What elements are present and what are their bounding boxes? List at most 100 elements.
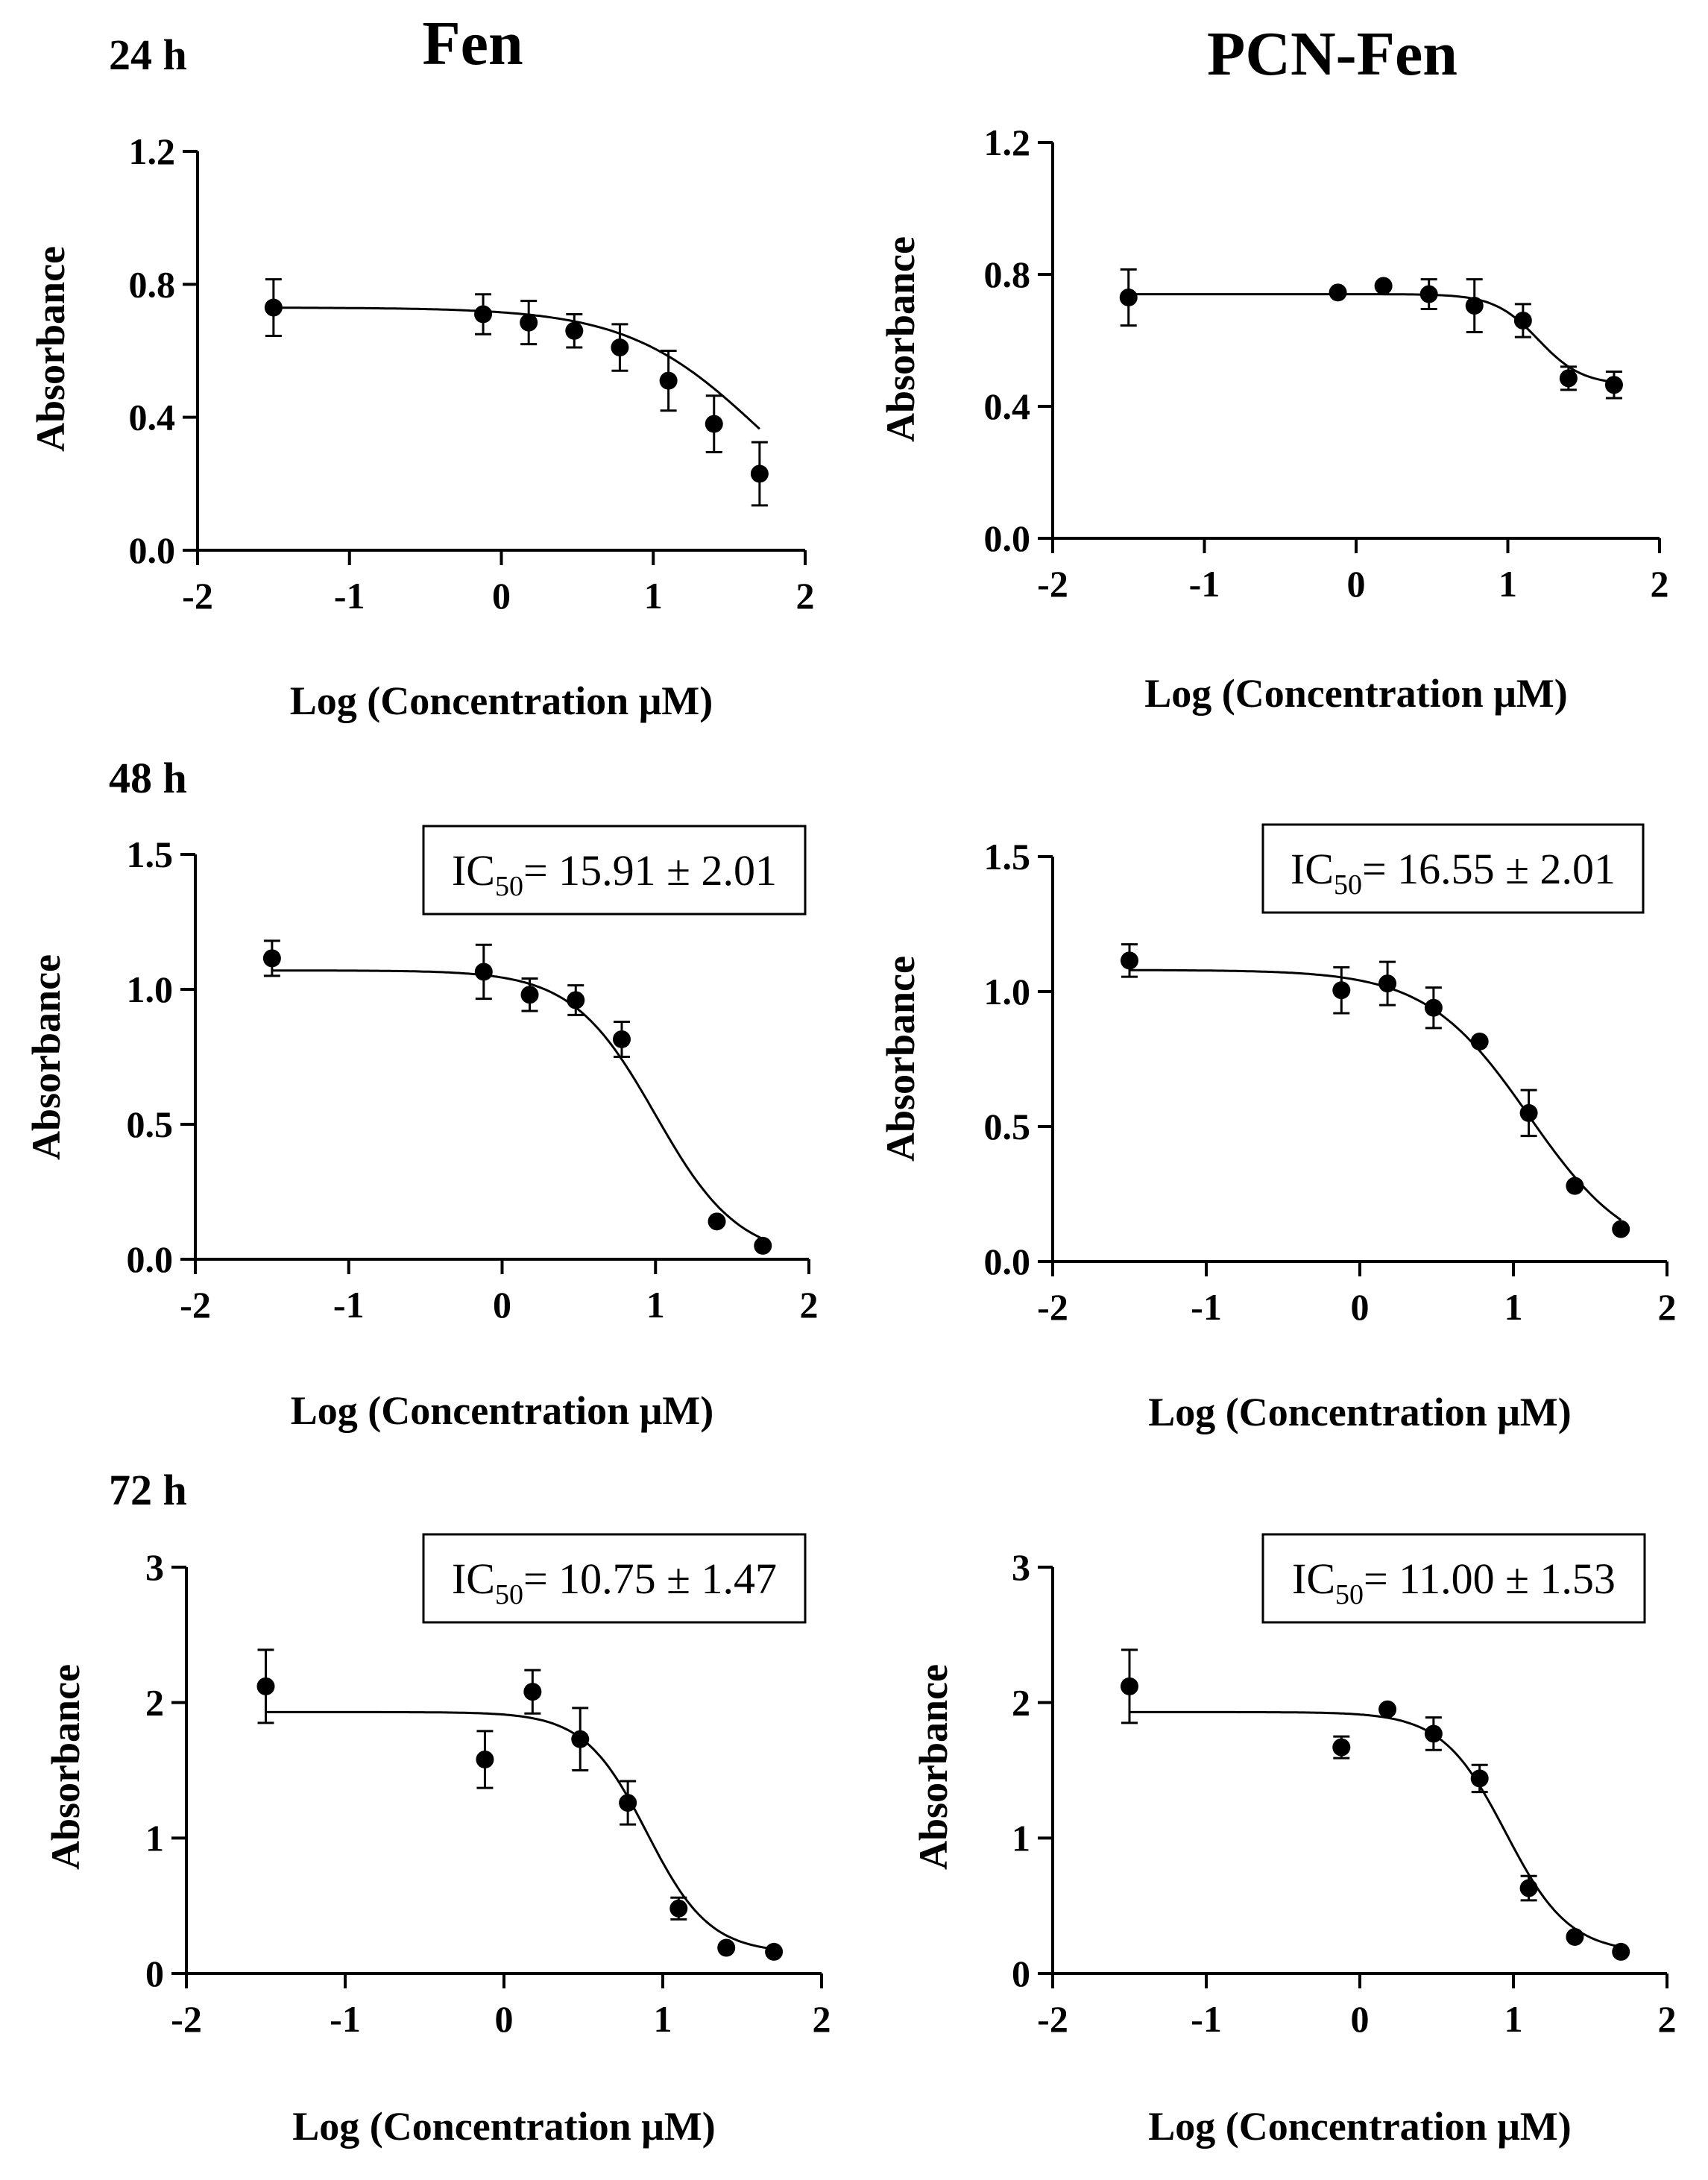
data-point [565, 321, 584, 340]
data-point [659, 371, 678, 390]
x-tick-label: 0 [493, 1284, 511, 1326]
chart-panel-2: 0.0 0.4 0.8 1.2 -2 -1 0 1 2 Absorbance Log (Concen… [878, 122, 1669, 716]
x-tick-label: -1 [330, 1998, 361, 2040]
data-point [1470, 1032, 1489, 1050]
x-tick-label: 0 [492, 575, 511, 617]
data-point [476, 1750, 494, 1768]
y-tick-label: 2 [1012, 1682, 1030, 1724]
data-point [717, 1938, 736, 1957]
data-point [1332, 1738, 1351, 1757]
data-point [1612, 1942, 1630, 1961]
x-axis-title: Log (Concentration μM) [292, 2104, 716, 2149]
data-point [1121, 1677, 1138, 1695]
data-point [474, 963, 493, 981]
data-point [1519, 1879, 1538, 1897]
x-tick-label: 1 [646, 1284, 665, 1326]
data-point [1378, 974, 1397, 993]
x-tick-label: 2 [1658, 1998, 1677, 2040]
chart-panel-4: 0.0 0.5 1.0 1.5 -2 -1 0 1 2 Absorbance Log (Concen… [878, 823, 1677, 1434]
fit-curve [1129, 968, 1622, 1221]
data-point [754, 1236, 772, 1255]
data-point [571, 1730, 590, 1748]
data-point [1119, 288, 1138, 306]
data-point [256, 1677, 275, 1695]
data-point [264, 298, 283, 317]
x-tick-label: 2 [796, 575, 815, 617]
data-point [669, 1899, 688, 1918]
x-tick-label: 0 [1347, 563, 1366, 605]
y-tick-label: 0.5 [127, 1103, 174, 1145]
x-axis-title: Log (Concentration μM) [1148, 2104, 1572, 2149]
x-tick-label: -1 [1191, 1286, 1222, 1328]
x-tick-label: 2 [1651, 563, 1669, 605]
y-axis-title: Absorbance [878, 236, 923, 442]
y-tick-label: 0.4 [984, 385, 1031, 427]
x-tick-label: 1 [1504, 1286, 1523, 1328]
column-title-fen: Fen [422, 9, 523, 78]
y-tick-label: 3 [1012, 1546, 1030, 1588]
row-label-72h: 72 h [109, 1466, 187, 1514]
data-point [1419, 285, 1438, 303]
y-tick-label: 2 [145, 1682, 164, 1724]
data-point [474, 305, 493, 324]
x-tick-label: -1 [1191, 1998, 1222, 2040]
x-tick-label: 1 [654, 1998, 672, 2040]
ic50-label: IC50= 15.91 ± 2.01 [452, 846, 777, 902]
x-tick-label: -2 [171, 1998, 202, 2040]
fit-curve [1128, 293, 1615, 383]
data-point [1332, 981, 1351, 1000]
data-point [523, 1683, 542, 1701]
x-axis-title: Log (Concentration μM) [1144, 671, 1568, 716]
data-point [1559, 369, 1578, 388]
y-tick-label: 1.5 [127, 834, 174, 875]
data-point [708, 1212, 726, 1231]
data-point [619, 1794, 637, 1812]
x-tick-label: -1 [333, 1284, 365, 1326]
y-tick-label: 1.2 [129, 130, 176, 172]
x-tick-label: -2 [1037, 1998, 1068, 2040]
y-tick-label: 0.8 [984, 253, 1031, 295]
fit-curve [271, 969, 763, 1241]
x-tick-label: 2 [1658, 1286, 1677, 1328]
data-point [1424, 1724, 1443, 1743]
x-tick-label: -1 [1189, 563, 1220, 605]
data-point [262, 949, 281, 968]
data-point [1121, 951, 1138, 970]
chart-panel-5: 0 1 2 3 -2 -1 0 1 2 Absorbance Log (Concentration … [43, 1533, 831, 2149]
data-point [1378, 1700, 1397, 1719]
y-tick-label: 1.0 [127, 968, 174, 1010]
data-point [1470, 1769, 1489, 1788]
x-axis-title: Log (Concentration μM) [1148, 1390, 1572, 1434]
x-tick-label: 0 [495, 1998, 514, 2040]
x-tick-label: -2 [182, 575, 213, 617]
y-tick-label: 0 [1012, 1953, 1030, 1994]
ic50-label: IC50= 11.00 ± 1.53 [1292, 1554, 1616, 1610]
chart-panel-1: 0.0 0.4 0.8 1.2 -2 -1 0 1 2 Absorbance Log (Concen… [28, 130, 815, 723]
ic50-box [1261, 1533, 1646, 1624]
y-tick-label: 1.2 [984, 122, 1031, 163]
data-point [520, 986, 539, 1004]
x-tick-label: 0 [1351, 1998, 1370, 2040]
data-point [1566, 1927, 1584, 1946]
x-tick-label: 2 [800, 1284, 819, 1326]
x-tick-label: 1 [1504, 1998, 1523, 2040]
x-tick-label: 1 [1499, 563, 1517, 605]
y-axis-title: Absorbance [28, 246, 73, 452]
data-point [1604, 376, 1623, 394]
ic50-box [422, 1533, 807, 1624]
y-tick-label: 1 [1012, 1817, 1030, 1859]
ic50-box [1261, 823, 1645, 914]
x-tick-label: 2 [813, 1998, 831, 2040]
y-tick-label: 0.8 [129, 263, 176, 305]
data-point [1612, 1220, 1630, 1238]
x-tick-label: 0 [1351, 1286, 1370, 1328]
x-tick-label: 1 [644, 575, 663, 617]
x-axis-title: Log (Concentration μM) [290, 678, 713, 723]
data-point [520, 313, 538, 332]
y-tick-label: 3 [145, 1546, 164, 1588]
data-point [765, 1942, 784, 1961]
y-axis-title: Absorbance [24, 954, 69, 1160]
chart-panel-6: 0 1 2 3 -2 -1 0 1 2 Absorbance Log (Concentration … [911, 1533, 1677, 2149]
fit-curve [1129, 1710, 1622, 1948]
data-point [612, 1030, 631, 1048]
